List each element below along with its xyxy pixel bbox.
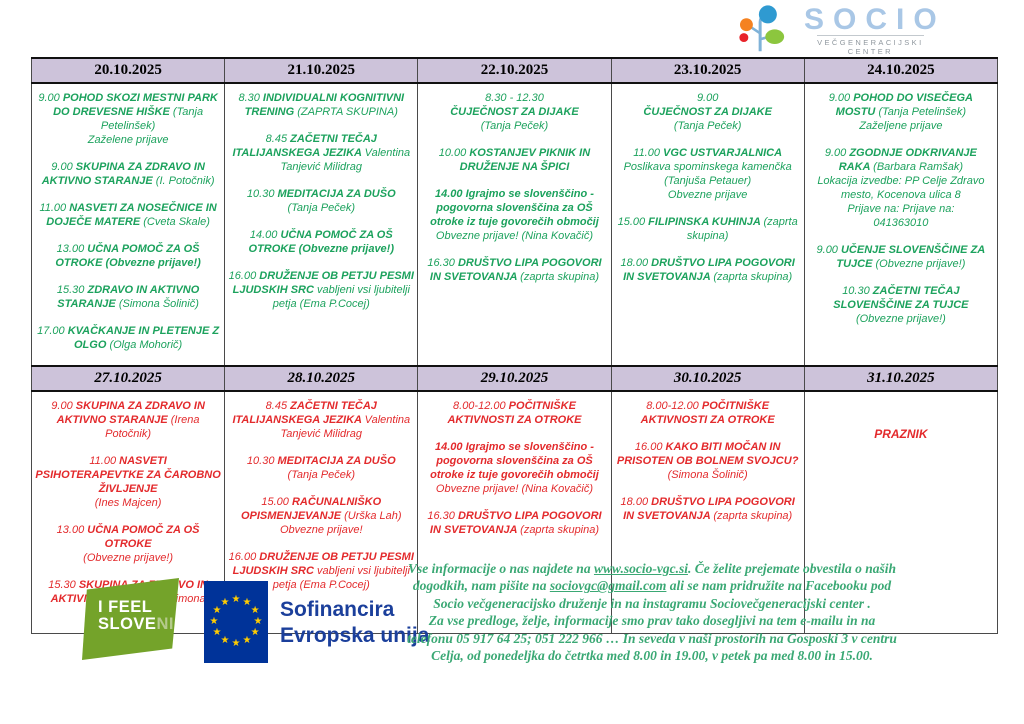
event-entry: 8.30 - 12.30 ČUJEČNOST ZA DIJAKE (Tanja Pe… xyxy=(450,92,579,132)
socio-subtitle-line1: VEČGENERACIJSKI xyxy=(817,35,924,47)
eu-star-icon: ★ xyxy=(253,616,263,627)
event-entry: 10.30 MEDITACIJA ZA DUŠO (Tanja Peček) xyxy=(246,455,396,481)
day-cell: 9.00 POHOD DO VISEČEGA MOSTU (Tanja Pete… xyxy=(803,82,999,367)
eu-star-icon: ★ xyxy=(231,594,241,605)
event-entry: 11.00 NASVETI ZA NOSEČNICE IN DOJEČE MAT… xyxy=(39,202,217,228)
event-entry: 8.00-12.00 POČITNIŠKE AKTIVNOSTI ZA OTRO… xyxy=(447,400,582,426)
eu-star-icon: ★ xyxy=(212,605,222,616)
event-entry: 16.30 DRUŠTVO LIPA POGOVORI IN SVETOVANJ… xyxy=(427,510,602,536)
event-entry: 8.45 ZAČETNI TEČAJ ITALIJANSKEGA JEZIKA … xyxy=(232,133,411,173)
event-entry: 18.00 DRUŠTVO LIPA POGOVORI IN SVETOVANJ… xyxy=(620,257,795,283)
date-header: 20.10.2025 xyxy=(30,57,226,84)
day-cell: PRAZNIK xyxy=(803,390,999,634)
event-entry: 14.00 Igrajmo se slovenščino - pogovorna… xyxy=(430,188,599,242)
date-header: 28.10.2025 xyxy=(224,365,419,392)
i-feel-slovenia-logo: I FEEL SLOVENIA xyxy=(82,578,179,660)
date-header: 24.10.2025 xyxy=(803,57,999,84)
event-entry: 15.00 RAČUNALNIŠKO OPISMENJEVANJE (Urška… xyxy=(240,496,402,536)
cofinance-line1: Sofinancira xyxy=(280,598,395,621)
event-entry: 9.00 ZGODNJE ODKRIVANJE RAKA (Barbara Ra… xyxy=(817,147,985,229)
event-entry: 9.00 UČENJE SLOVENŠČINE ZA TUJCE (Obvezn… xyxy=(816,244,986,270)
event-entry: 11.00 NASVETI PSIHOTERAPEVTKE ZA ČAROBNO… xyxy=(35,455,221,509)
event-entry: 9.00 POHOD SKOZI MESTNI PARK DO DREVESNE… xyxy=(38,92,218,146)
eu-star-icon: ★ xyxy=(220,596,230,608)
event-entry: 9.00 SKUPINA ZA ZDRAVO IN AKTIVNO STARAN… xyxy=(41,161,215,187)
socio-subtitle-line2: CENTER xyxy=(847,47,893,56)
eu-star-icon: ★ xyxy=(231,638,241,649)
event-entry: 16.00 KAKO BITI MOČAN IN PRISOTEN OB BOL… xyxy=(616,441,799,481)
eu-star-icon: ★ xyxy=(250,605,260,616)
date-header: 27.10.2025 xyxy=(30,365,226,392)
event-entry: 18.00 DRUŠTVO LIPA POGOVORI IN SVETOVANJ… xyxy=(620,496,795,522)
event-entry: 10.30 MEDITACIJA ZA DUŠO (Tanja Peček) xyxy=(246,188,396,214)
socio-tree-icon xyxy=(735,4,787,58)
ifs-line1: I FEEL xyxy=(98,598,153,616)
event-entry: 15.00 FILIPINSKA KUHINJA (zaprta skupina… xyxy=(617,216,798,242)
eu-star-icon: ★ xyxy=(242,596,252,608)
event-entry: 9.00 ČUJEČNOST ZA DIJAKE (Tanja Peček) xyxy=(643,92,772,132)
date-header: 23.10.2025 xyxy=(610,57,805,84)
socio-logo: SOCIO VEČGENERACIJSKI CENTER xyxy=(735,4,937,58)
event-entry: 8.00-12.00 POČITNIŠKE AKTIVNOSTI ZA OTRO… xyxy=(640,400,775,426)
day-cell: 8.30 - 12.30 ČUJEČNOST ZA DIJAKE (Tanja Pe… xyxy=(417,82,612,367)
date-header: 22.10.2025 xyxy=(417,57,612,84)
event-entry: 8.45 ZAČETNI TEČAJ ITALIJANSKEGA JEZIKA … xyxy=(232,400,411,440)
event-entry: 10.00 KOSTANJEV PIKNIK IN DRUŽENJE NA ŠP… xyxy=(438,147,591,173)
day-cell: 9.00 ČUJEČNOST ZA DIJAKE (Tanja Peček) 11.0… xyxy=(610,82,805,367)
date-header: 30.10.2025 xyxy=(610,365,805,392)
day-cell: 8.45 ZAČETNI TEČAJ ITALIJANSKEGA JEZIKA … xyxy=(224,390,419,634)
event-entry: 13.00 UČNA POMOČ ZA OŠ OTROKE (Obvezne pr… xyxy=(56,524,200,564)
cofinance-label: Sofinancira Evropska unija xyxy=(280,597,429,649)
eu-flag-icon: ★ ★ ★ ★ ★ ★ ★ ★ ★ ★ ★ ★ xyxy=(204,581,268,663)
eu-star-icon: ★ xyxy=(220,635,230,647)
ifs-line2b: LOVE xyxy=(109,615,157,633)
day-cell: 8.00-12.00 POČITNIŠKE AKTIVNOSTI ZA OTRO… xyxy=(610,390,805,634)
event-entry: 9.00 POHOD DO VISEČEGA MOSTU (Tanja Pete… xyxy=(828,92,973,132)
day-cell: 8.00-12.00 POČITNIŠKE AKTIVNOSTI ZA OTRO… xyxy=(417,390,612,634)
date-header: 21.10.2025 xyxy=(224,57,419,84)
event-entry: 8.30 INDIVIDUALNI KOGNITIVNI TRENING (ZA… xyxy=(238,92,405,118)
event-entry: 13.00 UČNA POMOČ ZA OŠ OTROKE (Obvezne p… xyxy=(55,243,201,269)
contact-text: . Če želite prejemate obvestila o naših d… xyxy=(412,561,897,594)
ifs-line2c: NIA xyxy=(156,615,187,633)
contact-note: Vse informacije o nas najdete na www.soc… xyxy=(398,560,906,664)
schedule-table: 20.10.2025 21.10.2025 22.10.2025 23.10.2025… xyxy=(30,57,999,634)
event-entry: 14.00 UČNA POMOČ ZA OŠ OTROKE (Obvezne p… xyxy=(248,229,395,255)
event-entry: 15.30 ZDRAVO IN AKTIVNO STARANJE (Simona… xyxy=(56,284,200,310)
date-header: 29.10.2025 xyxy=(417,365,612,392)
contact-text: ali se nam pridružite na Facebooku pod So… xyxy=(407,578,897,664)
event-entry: 16.00 DRUŽENJE OB PETJU PESMI LJUDSKIH S… xyxy=(228,551,414,591)
eu-star-icon: ★ xyxy=(209,616,219,627)
date-header: 31.10.2025 xyxy=(803,365,999,392)
contact-link[interactable]: www.socio-vgc.si xyxy=(593,561,688,576)
event-entry: 10.30 ZAČETNI TEČAJ SLOVENŠČINE ZA TUJCE… xyxy=(833,285,969,325)
ifs-line2a: S xyxy=(98,615,110,633)
eu-star-icon: ★ xyxy=(212,627,222,638)
event-entry: 14.00 Igrajmo se slovenščino - pogovorna… xyxy=(430,441,599,495)
day-cell: 8.30 INDIVIDUALNI KOGNITIVNI TRENING (ZA… xyxy=(224,82,419,367)
contact-link[interactable]: sociovgc@gmail.com xyxy=(549,578,667,594)
event-entry: 16.30 DRUŠTVO LIPA POGOVORI IN SVETOVANJ… xyxy=(427,257,602,283)
eu-star-icon: ★ xyxy=(242,635,252,647)
contact-text: Vse informacije o nas najdete na xyxy=(407,561,594,576)
event-entry: 9.00 SKUPINA ZA ZDRAVO IN AKTIVNO STARAN… xyxy=(51,400,205,440)
eu-star-icon: ★ xyxy=(250,627,260,638)
event-entry: PRAZNIK xyxy=(874,427,928,441)
cofinance-line2: Evropska unija xyxy=(280,624,430,647)
event-entry: 17.00 KVAČKANJE IN PLETENJE Z OLGO (Olga… xyxy=(37,325,220,351)
socio-wordmark: SOCIO xyxy=(804,3,946,36)
day-cell: 9.00 POHOD SKOZI MESTNI PARK DO DREVESNE… xyxy=(30,82,226,367)
event-entry: 11.00 VGC USTVARJALNICA Poslikava spomins… xyxy=(623,147,792,201)
event-entry: 16.00 DRUŽENJE OB PETJU PESMI LJUDSKIH S… xyxy=(228,270,414,310)
